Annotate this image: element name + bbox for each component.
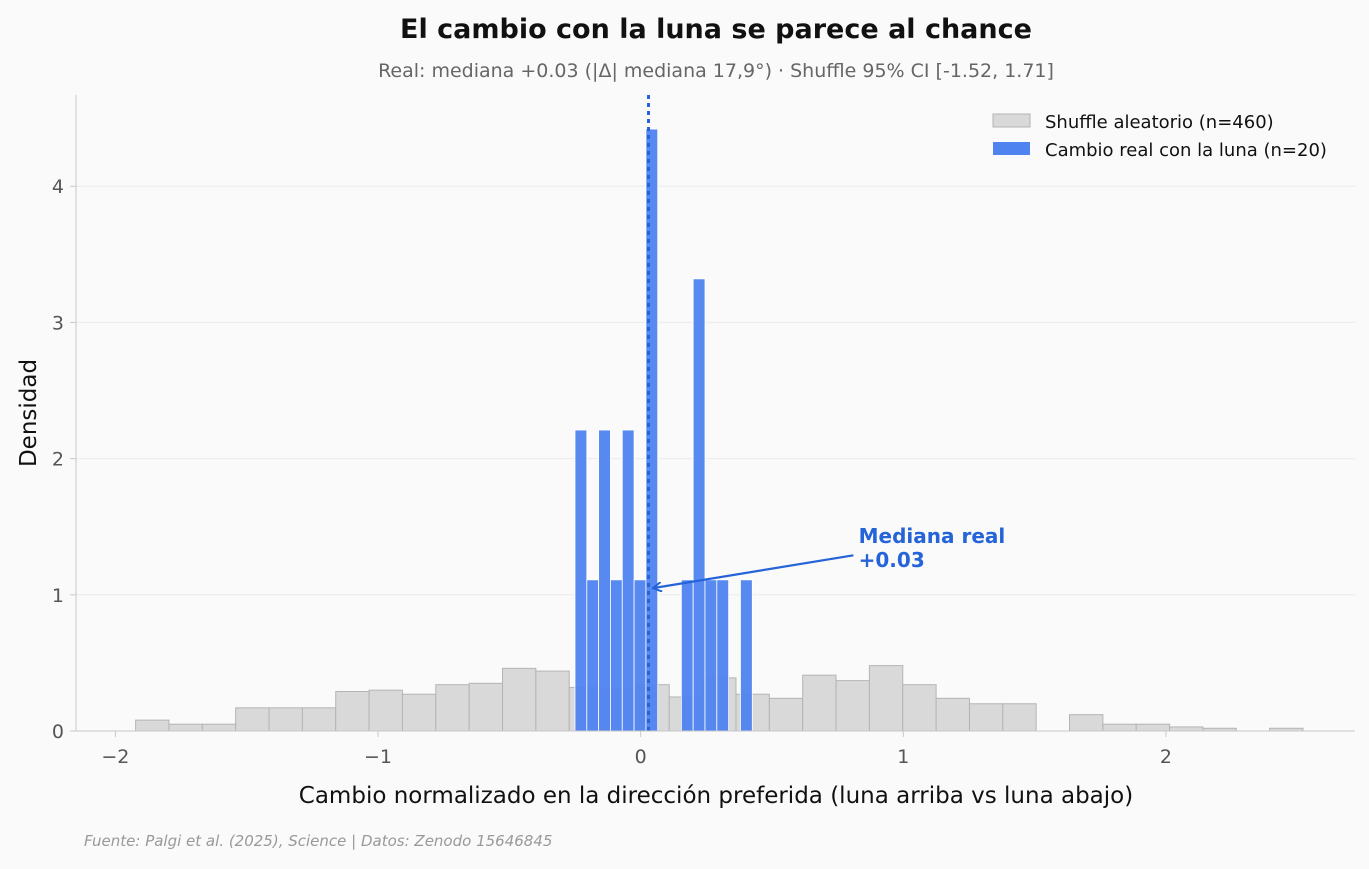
x-tick-label: 2: [1160, 746, 1172, 768]
real-bar: [621, 429, 635, 732]
shuffle-bar: [268, 707, 303, 732]
y-tick-label: 2: [52, 449, 64, 471]
chart-title: El cambio con la luna se parece al chanc…: [400, 14, 1032, 45]
shuffle-bar: [168, 723, 203, 732]
real-bar: [704, 579, 718, 732]
legend-swatch-real: [993, 142, 1030, 155]
x-tick-label: 1: [897, 746, 909, 768]
real-bar: [633, 579, 647, 732]
shuffle-bar: [768, 697, 804, 732]
shuffle-bar: [368, 689, 403, 732]
real-bar: [574, 429, 588, 732]
shuffle-bars: [135, 665, 1304, 732]
shuffle-bar: [835, 680, 870, 732]
y-tick-label: 3: [52, 312, 64, 334]
y-tick-label: 0: [52, 721, 64, 743]
real-bar: [740, 579, 753, 732]
x-tick-label: 0: [635, 746, 647, 768]
shuffle-bar: [201, 723, 237, 732]
annotation-value: +0.03: [859, 548, 925, 572]
real-bar: [680, 579, 694, 732]
annotation-label: Mediana real: [859, 524, 1006, 548]
shuffle-bar: [335, 691, 370, 732]
x-ticks: −2 −1 0 1 2: [101, 731, 1172, 768]
real-bar: [692, 278, 706, 732]
real-bar: [716, 579, 730, 732]
y-axis-label: Densidad: [16, 359, 42, 467]
shuffle-bar: [1002, 703, 1037, 732]
chart-subtitle: Real: mediana +0.03 (|Δ| mediana 17,9°) …: [378, 60, 1054, 82]
real-bar: [598, 429, 611, 732]
shuffle-bar: [1102, 723, 1137, 732]
shuffle-bar: [235, 707, 270, 732]
x-tick-label: −2: [101, 746, 129, 768]
source-note: Fuente: Palgi et al. (2025), Science | D…: [84, 832, 552, 850]
shuffle-bar: [135, 719, 170, 732]
shuffle-bar: [1169, 726, 1204, 732]
shuffle-bar: [401, 693, 437, 732]
shuffle-bar: [902, 684, 937, 732]
shuffle-bar: [935, 697, 970, 732]
y-tick-label: 1: [52, 585, 64, 607]
shuffle-bar: [968, 703, 1004, 732]
shuffle-bar: [468, 682, 504, 732]
real-bar: [586, 579, 600, 732]
grid-lines: [76, 185, 1355, 596]
real-bars: [574, 128, 753, 732]
shuffle-bar: [868, 665, 904, 732]
legend-swatch-shuffle: [992, 113, 1031, 128]
legend: Shuffle aleatorio (n=460) Cambio real co…: [992, 112, 1327, 161]
x-tick-label: −1: [364, 746, 392, 768]
shuffle-bar: [301, 707, 337, 732]
shuffle-bar: [802, 674, 837, 732]
legend-label-shuffle: Shuffle aleatorio (n=460): [1045, 112, 1274, 133]
shuffle-bar: [1069, 714, 1104, 732]
shuffle-bar: [502, 667, 537, 732]
annotation-arrow: [654, 554, 854, 588]
shuffle-bar: [1135, 723, 1171, 732]
shuffle-bar: [435, 684, 470, 732]
legend-label-real: Cambio real con la luna (n=20): [1045, 140, 1327, 161]
shuffle-bar: [535, 670, 570, 732]
real-bar: [610, 579, 623, 732]
x-axis-label: Cambio normalizado en la dirección prefe…: [299, 783, 1133, 809]
y-ticks: 0 1 2 3 4: [52, 176, 76, 743]
y-tick-label: 4: [52, 176, 64, 198]
